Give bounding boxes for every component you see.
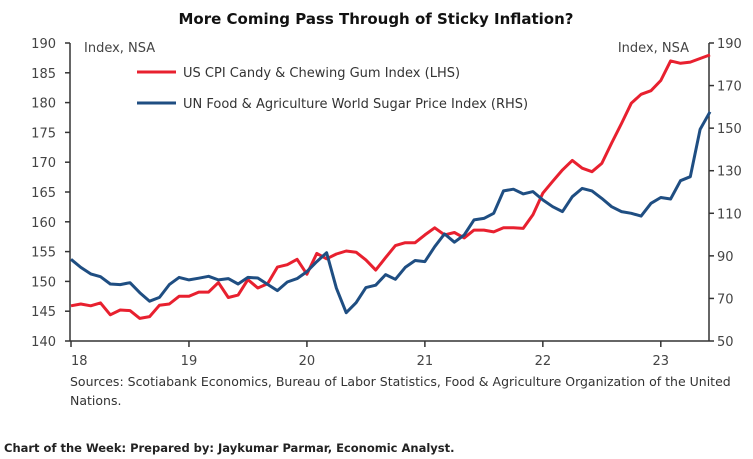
x-tick-label: 19 (181, 354, 198, 369)
left-tick-label: 190 (31, 37, 56, 52)
left-tick-label: 160 (31, 216, 56, 231)
axes: 140 145 150 155 160 165 170 175 180 185 190 50 70 90 1… (31, 37, 742, 369)
left-tick-label: 180 (31, 97, 56, 112)
right-tick-label: 150 (717, 122, 742, 137)
left-tick-label: 145 (31, 305, 56, 320)
x-tick-label: 18 (71, 354, 88, 369)
right-tick-label: 50 (717, 335, 734, 350)
legend-label-cpi: US CPI Candy & Chewing Gum Index (LHS) (183, 66, 460, 81)
x-tick-label: 23 (653, 354, 670, 369)
series-lines (70, 53, 712, 320)
left-axis-label: Index, NSA (84, 41, 155, 56)
left-tick-label: 170 (31, 156, 56, 171)
series-line-sugar-price (70, 111, 712, 315)
right-tick-label: 90 (717, 250, 734, 265)
right-tick-label: 130 (717, 165, 742, 180)
series-line-cpi-candy (70, 53, 711, 320)
x-tick-label: 20 (299, 354, 316, 369)
left-tick-label: 155 (31, 246, 56, 261)
left-tick-label: 165 (31, 186, 56, 201)
right-tick-label: 170 (717, 80, 742, 95)
right-tick-label: 110 (717, 207, 742, 222)
left-tick-label: 175 (31, 126, 56, 141)
chart-title: More Coming Pass Through of Sticky Infla… (178, 10, 573, 28)
right-tick-label: 190 (717, 37, 742, 52)
source-line-1: Sources: Scotiabank Economics, Bureau of… (70, 374, 731, 389)
legend-label-sugar: UN Food & Agriculture World Sugar Price … (183, 97, 528, 112)
right-tick-label: 70 (717, 292, 734, 307)
footer-credit: Chart of the Week: Prepared by: Jaykumar… (4, 441, 455, 455)
right-axis-label: Index, NSA (618, 41, 689, 56)
legend: US CPI Candy & Chewing Gum Index (LHS) U… (137, 66, 528, 112)
x-tick-label: 21 (417, 354, 434, 369)
left-tick-label: 185 (31, 67, 56, 82)
source-line-2: Nations. (70, 393, 121, 408)
left-tick-label: 150 (31, 275, 56, 290)
x-tick-label: 22 (535, 354, 552, 369)
left-tick-label: 140 (31, 335, 56, 350)
